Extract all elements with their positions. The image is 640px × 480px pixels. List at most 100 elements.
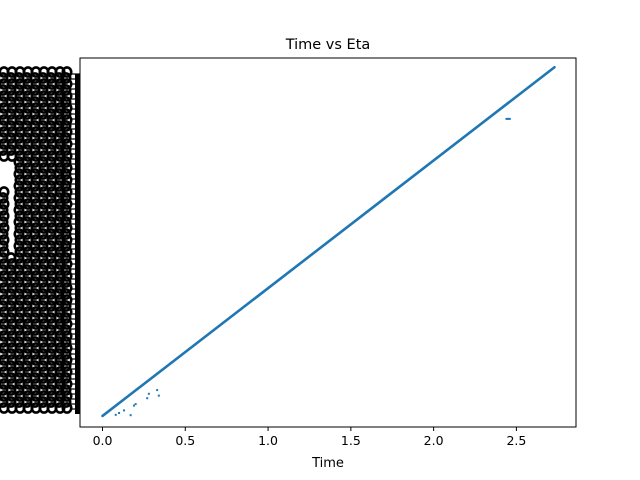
y-tick-mark-glyph [0, 210, 10, 222]
y-tick-mark-glyph [53, 312, 65, 324]
data-point [134, 403, 137, 406]
y-tick-mark-glyph [60, 360, 72, 372]
y-tick-mark-glyph [0, 240, 9, 252]
y-tick-mark-glyph [0, 204, 9, 216]
y-tick-mark-glyph [54, 114, 66, 126]
data-point [114, 413, 117, 416]
y-tick-mark-glyph [0, 222, 10, 234]
series-trend-line [101, 65, 556, 418]
y-tick-mark-glyph [60, 180, 72, 192]
data-point [146, 397, 149, 400]
y-tick-mark-glyph [53, 288, 65, 300]
y-tick-mark-glyph [61, 246, 73, 258]
y-tick-mark-glyph [60, 312, 72, 324]
y-tick-mark-glyph [53, 156, 65, 168]
y-tick-mark-glyph [61, 234, 73, 246]
y-tick-mark-glyph [54, 222, 66, 234]
y-tick-mark-glyph [54, 258, 66, 270]
data-point [147, 392, 150, 395]
y-tick-mark-glyph [0, 234, 10, 246]
y-tick-mark-glyph [60, 240, 72, 252]
y-tick-mark-glyph [61, 342, 73, 354]
y-tick-mark-glyph [53, 132, 65, 144]
y-tick-mark-glyph [54, 234, 66, 246]
y-tick-mark-glyph [53, 84, 65, 96]
y-tick-mark-glyph [61, 114, 73, 126]
y-tick-mark-glyph [53, 180, 65, 192]
y-tick-mark-glyph [61, 150, 73, 162]
y-tick-mark-glyph [61, 222, 73, 234]
y-tick-mark-glyph [61, 306, 73, 318]
y-tick-mark-glyph [61, 390, 73, 402]
y-tick-mark-glyph [53, 324, 65, 336]
y-tick-mark-glyph [54, 162, 66, 174]
y-tick-mark-glyph [54, 150, 66, 162]
y-tick-mark-glyph [54, 366, 66, 378]
y-tick-mark-glyph [54, 174, 66, 186]
y-tick-mark-glyph [61, 126, 73, 138]
y-tick-mark-glyph [60, 96, 72, 108]
y-tick-mark-glyph [60, 252, 72, 264]
y-tick-mark-glyph [53, 204, 65, 216]
y-tick-mark-glyph [53, 96, 65, 108]
y-tick-mark-glyph [60, 300, 72, 312]
y-tick-mark-glyph [54, 270, 66, 282]
y-tick-mark-glyph [53, 336, 65, 348]
x-tick-label: 1.0 [258, 433, 278, 448]
y-tick-mark-glyph [60, 264, 72, 276]
y-tick-mark-glyph [53, 216, 65, 228]
y-tick-mark-glyph [53, 108, 65, 120]
y-tick-mark-glyph [0, 228, 9, 240]
x-tick-label: 2.5 [506, 433, 526, 448]
y-tick-mark-glyph [53, 252, 65, 264]
y-tick-mark-glyph [61, 354, 73, 366]
x-tick-label: 1.5 [341, 433, 361, 448]
y-tick-mark-glyph [53, 144, 65, 156]
y-tick-label-clutter [0, 66, 80, 414]
y-tick-mark-glyph [54, 210, 66, 222]
y-tick-mark-glyph [60, 396, 72, 408]
x-tick-label: 0.5 [175, 433, 195, 448]
y-tick-mark-glyph [54, 66, 66, 78]
y-tick-mark-glyph [53, 348, 65, 360]
y-tick-mark-glyph [53, 300, 65, 312]
y-tick-mark-glyph [53, 396, 65, 408]
y-tick-mark-glyph [54, 198, 66, 210]
y-tick-mark-glyph [54, 294, 66, 306]
y-tick-mark-glyph [54, 90, 66, 102]
y-tick-mark-glyph [54, 186, 66, 198]
y-tick-mark-glyph [61, 162, 73, 174]
y-tick-mark-glyph [53, 240, 65, 252]
y-tick-mark-glyph [54, 402, 66, 414]
y-tick-mark-glyph [53, 360, 65, 372]
y-tick-mark-glyph [53, 384, 65, 396]
data-point [129, 414, 132, 417]
y-tick-mark-glyph [61, 270, 73, 282]
y-tick-mark-glyph [54, 330, 66, 342]
y-tick-mark-glyph [61, 90, 73, 102]
data-point [508, 117, 511, 120]
y-tick-mark-glyph [53, 120, 65, 132]
y-tick-mark-glyph [60, 72, 72, 84]
y-tick-mark-glyph [53, 228, 65, 240]
y-tick-mark-glyph [54, 282, 66, 294]
y-tick-mark-glyph [53, 168, 65, 180]
y-tick-mark-glyph [61, 174, 73, 186]
y-tick-mark-glyph [60, 120, 72, 132]
y-tick-mark-glyph [0, 246, 10, 258]
y-tick-mark-glyph [53, 372, 65, 384]
y-tick-mark-glyph [53, 72, 65, 84]
y-tick-mark-glyph [53, 264, 65, 276]
y-tick-mark-glyph [0, 192, 9, 204]
y-tick-mark-glyph [0, 198, 10, 210]
y-tick-mark-glyph [60, 324, 72, 336]
y-tick-mark-glyph [60, 336, 72, 348]
data-point [507, 117, 510, 120]
data-point [123, 409, 126, 412]
x-axis-label: Time [311, 456, 344, 471]
data-point [156, 389, 159, 392]
y-tick-mark-glyph [53, 192, 65, 204]
y-tick-mark-glyph [60, 276, 72, 288]
y-tick-mark-glyph [54, 318, 66, 330]
data-point [132, 404, 135, 407]
